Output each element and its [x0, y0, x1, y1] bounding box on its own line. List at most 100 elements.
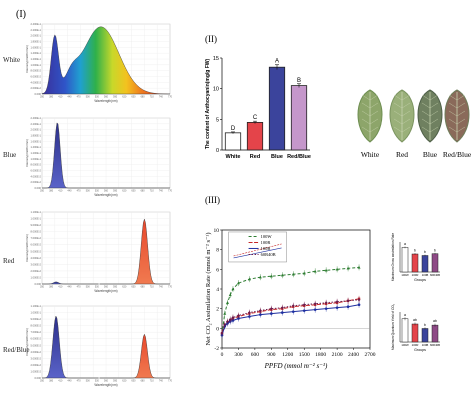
spectrum-ytick: 2.000E-2 [30, 363, 41, 367]
leaf-vein [448, 102, 458, 109]
bar-red-blue [290, 85, 308, 151]
spectrum-xtick: 530 [95, 96, 100, 99]
spectrum-xtick: 770 [168, 286, 173, 289]
x-tick-label: 2100 [332, 352, 343, 358]
spectrum-xtick: 470 [77, 96, 82, 99]
significance-letter: A [275, 59, 279, 65]
x-tick-label: 1200 [282, 352, 293, 358]
spectrum-ytick: 2.000E-2 [30, 86, 41, 90]
data-point [280, 306, 284, 310]
data-point [231, 287, 235, 291]
spectrum-ytick: 2.000E-1 [30, 128, 41, 132]
significance-letter: a [404, 313, 406, 317]
y-tick-label: 6 [216, 267, 219, 273]
spectrum-xtick: 590 [113, 96, 118, 99]
data-point [346, 266, 350, 270]
spectrum-xtick: 650 [131, 190, 136, 193]
data-point [346, 299, 350, 303]
spectrum-xtick: 770 [168, 96, 173, 99]
leaf-vein [429, 102, 439, 109]
spectrum-xtick: 440 [67, 190, 72, 193]
bar-100R [411, 323, 419, 343]
series-line [221, 266, 360, 335]
spectrum-xtick: 530 [95, 286, 100, 289]
leaf-vein [369, 126, 379, 133]
leaf-vein [456, 94, 466, 101]
spectrum-xtick: 620 [122, 190, 127, 193]
spectrum-ytick: 1.000E-2 [30, 369, 41, 373]
data-point [259, 313, 262, 316]
spectrum-ytick: 6.000E-2 [30, 243, 41, 247]
spectrum-xtick: 650 [131, 96, 136, 99]
leaf-vein [448, 126, 458, 133]
spectrum-ytick: 3.000E-2 [30, 262, 41, 266]
spectra-panels: 2.400E-12.200E-12.000E-11.800E-11.600E-1… [3, 22, 173, 387]
category-label: 100R [412, 273, 419, 277]
significance-letter: b [414, 249, 416, 253]
spectrum-ytick: 1.000E-2 [30, 275, 41, 279]
spectrum-xtick: 710 [150, 380, 155, 383]
spectrum-ytick: 1.600E-1 [30, 45, 41, 49]
leaf-vein [429, 126, 439, 133]
y-axis-label: Maximum Quantum Yield of CO₂ [391, 303, 395, 350]
leaf-vein [421, 94, 431, 101]
spectrum-ytick: 2.000E-2 [30, 180, 41, 184]
spectrum-ytick: 9.000E-2 [30, 317, 41, 321]
spectrum-xlabel: Wavelength(nm) [94, 193, 117, 197]
data-point [269, 307, 273, 311]
spectrum-xtick: 470 [77, 380, 82, 383]
panel-label-3: (III) [205, 195, 220, 205]
leaf-vein [401, 110, 411, 117]
y-tick-label: -2 [214, 346, 219, 352]
leaf-vein [421, 118, 431, 125]
bar-100B [421, 255, 429, 273]
spectrum-xtick: 680 [141, 96, 146, 99]
category-label: Blue [271, 154, 283, 160]
spectrum-xtick: 560 [104, 96, 109, 99]
spectrum-ytick: 3.000E-2 [30, 356, 41, 360]
spectrum-xtick: 710 [150, 190, 155, 193]
spectrum-ytick: 1.000E-1 [30, 311, 41, 315]
spectrum-ytick: 4.000E-2 [30, 256, 41, 260]
spectrum-ytick: 8.000E-2 [30, 69, 41, 73]
leaf-label: Red/Blue [443, 150, 472, 159]
spectrum-3: 1.100E-1 1.000E-1 9.000E-2 8.000E-2 7.000E-2… [3, 304, 173, 387]
spectrum-ytick: 1.000E-1 [30, 157, 41, 161]
spectrum-xtick: 740 [159, 190, 164, 193]
data-point [236, 281, 240, 285]
x-tick-label: 600 [251, 352, 260, 358]
significance-letter: D [231, 126, 236, 132]
data-point [357, 303, 361, 307]
spectrum-xlabel: Wavelength(nm) [94, 99, 117, 103]
spectrum-red-peak [99, 218, 170, 285]
leaf-vein [456, 102, 466, 109]
spectrum-xtick: 740 [159, 286, 164, 289]
spectrum-xtick: 470 [77, 286, 82, 289]
x-axis-label: PPFD (mmol m⁻² s⁻¹) [264, 362, 328, 370]
spectrum-xtick: 380 [49, 286, 54, 289]
max-quantum-yield-chart: Maximum Quantum Yield of CO₂ Groups a 100W a… [391, 303, 440, 352]
panel-label-2: (II) [205, 34, 217, 44]
spectrum-xtick: 680 [141, 286, 146, 289]
spectrum-ytick: 1.800E-1 [30, 40, 41, 44]
data-point [220, 331, 224, 335]
x-tick-label: 1500 [299, 352, 310, 358]
spectrum-xtick: 710 [150, 96, 155, 99]
y-tick-label: 10 [214, 228, 220, 234]
series-100W [220, 264, 361, 338]
spectrum-xtick: 650 [131, 286, 136, 289]
category-label: 60R40B [430, 343, 440, 347]
data-point [324, 268, 328, 272]
leaf-vein [456, 110, 466, 117]
leaf-vein [393, 110, 403, 117]
data-point [313, 302, 317, 306]
spectrum-xtick: 620 [122, 380, 127, 383]
data-point [223, 311, 227, 315]
spectrum-xtick: 410 [58, 380, 63, 383]
significance-letter: b [424, 250, 426, 254]
data-point [335, 267, 339, 271]
category-label: 100B [422, 273, 429, 277]
legend-entry: 60R40B [261, 252, 276, 257]
y-tick-label: 4 [216, 287, 219, 293]
spectrum-xtick: 740 [159, 380, 164, 383]
